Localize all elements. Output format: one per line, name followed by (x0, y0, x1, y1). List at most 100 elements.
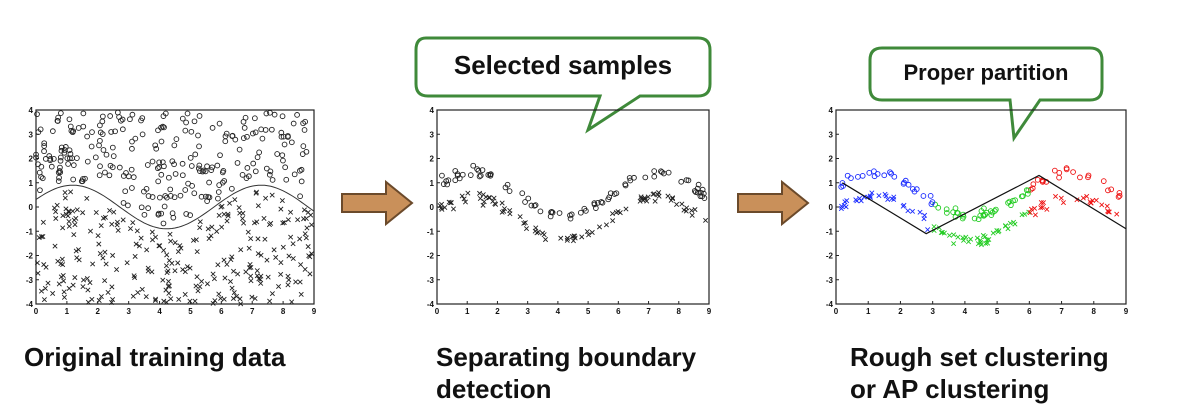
data-point-cross (975, 241, 981, 247)
x-tick-label: 1 (65, 307, 70, 316)
y-tick-label: 0 (829, 203, 834, 212)
y-tick-label: 3 (29, 130, 34, 139)
data-point-cross (655, 192, 661, 198)
data-point-cross (164, 252, 170, 258)
data-point-cross (263, 195, 269, 201)
data-point-circle (1063, 165, 1070, 171)
data-point-circle (177, 192, 184, 199)
data-point-circle (593, 205, 599, 211)
data-point-cross (610, 218, 616, 224)
data-point-cross (461, 196, 467, 202)
data-point-cross (115, 227, 121, 233)
boundary-curve (35, 184, 315, 230)
y-tick-label: -1 (826, 227, 834, 236)
x-tick-label: 7 (1059, 307, 1064, 316)
data-point-cross (1032, 212, 1038, 218)
data-point-cross (231, 290, 237, 296)
data-point-circle (161, 203, 168, 210)
data-point-cross (197, 284, 203, 290)
data-point-circle (125, 173, 132, 180)
data-point-circle (920, 193, 927, 199)
data-point-cross (254, 268, 260, 274)
data-point-cross (499, 200, 505, 206)
data-point-cross (487, 195, 493, 201)
data-point-cross (477, 195, 483, 201)
data-point-circle (50, 155, 57, 162)
data-point-cross (246, 245, 252, 251)
data-point-cross (218, 295, 224, 301)
data-point-cross (216, 291, 222, 297)
data-point-cross (205, 226, 211, 232)
data-point-circle (116, 164, 123, 171)
data-point-cross (210, 300, 216, 306)
data-point-cross (1099, 202, 1105, 208)
data-point-circle (89, 129, 95, 135)
data-point-circle (944, 210, 950, 216)
x-tick-label: 8 (281, 307, 286, 316)
data-point-circle (229, 133, 236, 139)
y-tick-label: 3 (430, 130, 435, 139)
data-point-circle (980, 212, 987, 219)
data-point-cross (652, 198, 658, 204)
data-point-circle (141, 211, 148, 218)
data-point-cross (668, 197, 674, 203)
data-point-cross (165, 268, 171, 274)
data-point-circle (1056, 174, 1062, 181)
data-point-cross (219, 224, 225, 230)
data-point-circle (274, 151, 281, 157)
data-point-cross (268, 220, 274, 226)
data-point-circle (57, 154, 64, 161)
data-point-cross (623, 206, 629, 212)
data-point-circle (991, 208, 998, 214)
data-point-circle (102, 169, 108, 176)
data-point-circle (519, 190, 526, 197)
data-point-circle (844, 172, 851, 179)
data-point-cross (1027, 210, 1033, 216)
data-point-circle (581, 205, 588, 212)
data-point-circle (263, 110, 270, 117)
data-point-circle (145, 193, 152, 199)
callout-bubble (414, 36, 712, 134)
data-point-cross (177, 243, 183, 249)
data-point-cross (111, 209, 117, 215)
data-point-cross (298, 262, 304, 268)
data-point-cross (62, 190, 68, 196)
data-point-circle (84, 133, 90, 140)
data-point-cross (74, 207, 80, 213)
data-point-circle (591, 200, 598, 206)
data-point-circle (103, 151, 110, 158)
data-point-cross (297, 236, 303, 242)
data-point-circle (216, 182, 223, 188)
data-point-circle (107, 113, 113, 119)
data-point-circle (139, 131, 146, 138)
data-point-cross (172, 240, 178, 246)
data-point-circle (267, 109, 273, 116)
data-point-circle (454, 171, 461, 177)
y-tick-label: 1 (829, 179, 834, 188)
data-point-cross (135, 289, 141, 295)
data-point-circle (119, 116, 126, 123)
data-point-circle (605, 196, 612, 203)
data-point-circle (294, 112, 300, 118)
data-point-cross (290, 256, 296, 262)
data-point-circle (55, 169, 62, 176)
data-point-circle (55, 114, 61, 121)
data-point-circle (266, 171, 273, 178)
data-point-circle (927, 192, 934, 199)
data-point-cross (71, 232, 77, 238)
data-point-cross (983, 240, 989, 246)
data-point-cross (1058, 195, 1064, 201)
data-point-cross (256, 276, 262, 282)
x-tick-label: 4 (963, 307, 968, 316)
data-point-cross (228, 257, 234, 263)
x-tick-label: 5 (995, 307, 1000, 316)
data-point-circle (525, 195, 532, 202)
data-point-circle (216, 120, 223, 127)
data-point-cross (258, 280, 264, 286)
data-point-cross (102, 278, 108, 284)
data-point-cross (465, 190, 471, 196)
data-point-cross (134, 228, 140, 234)
data-point-cross (231, 268, 237, 274)
data-point-circle (39, 175, 46, 182)
